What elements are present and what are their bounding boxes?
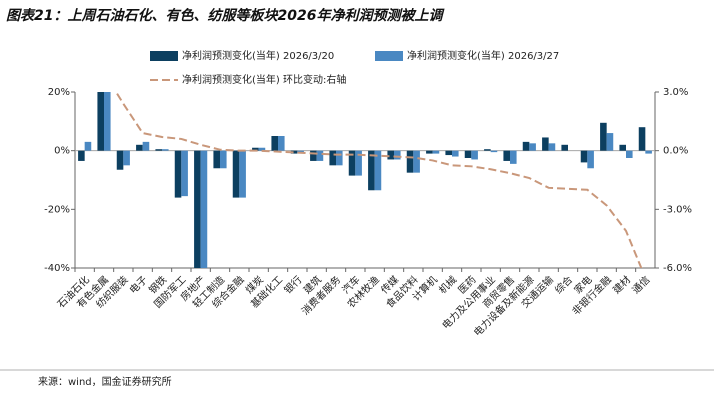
y-tick-label: -40% — [44, 263, 70, 274]
bar — [542, 137, 549, 151]
bar — [297, 150, 304, 153]
bar — [471, 150, 478, 160]
bar — [529, 143, 536, 151]
bar — [394, 150, 401, 160]
bar — [271, 136, 278, 151]
source: 来源：wind，国金证券研究所 — [38, 375, 172, 388]
x-tick-label: 银行 — [281, 273, 304, 296]
bar — [522, 141, 530, 151]
bar — [142, 141, 150, 151]
bar — [374, 150, 382, 191]
bar — [232, 150, 240, 198]
bar — [155, 149, 162, 151]
bar — [310, 150, 317, 161]
y2-tick-label: -6.0% — [663, 263, 692, 274]
legend-swatch — [150, 51, 178, 61]
bar — [406, 150, 414, 173]
bar — [252, 147, 259, 151]
bar — [638, 127, 646, 151]
bar — [84, 141, 92, 151]
bar — [645, 150, 652, 154]
bar — [336, 150, 343, 166]
bar — [413, 150, 420, 173]
bar — [258, 147, 266, 151]
bar — [239, 150, 246, 198]
bar — [387, 150, 394, 160]
bar — [432, 150, 440, 154]
bar — [104, 92, 111, 151]
bar — [316, 150, 324, 161]
bar — [348, 150, 356, 176]
legend-label: 净利润预测变化(当年) 环比变动:右轴 — [182, 73, 346, 86]
bar — [213, 150, 220, 169]
x-tick-label: 机械 — [436, 273, 459, 296]
bar — [174, 150, 182, 198]
bar — [580, 150, 588, 163]
y2-tick-label: 0.0% — [663, 146, 688, 157]
line-group — [114, 92, 643, 268]
x-tick-label: 建材 — [610, 273, 633, 296]
y-tick-label: 20% — [48, 87, 70, 98]
bar — [162, 149, 169, 151]
legend-label: 净利润预测变化(当年) 2026/3/27 — [407, 49, 559, 62]
bar — [181, 150, 188, 197]
bar — [510, 150, 517, 164]
y-tick-label: 0% — [54, 146, 70, 157]
bar — [561, 144, 568, 151]
bar — [355, 150, 362, 176]
bar — [587, 150, 594, 169]
line — [114, 92, 643, 268]
bar — [452, 150, 459, 157]
bar — [606, 133, 614, 151]
bar — [136, 144, 143, 151]
bar — [368, 150, 375, 191]
bar — [290, 150, 298, 154]
bar — [619, 144, 626, 151]
legend-swatch — [375, 51, 403, 61]
bar — [464, 150, 472, 158]
chart-title: 图表21：上周石油石化、有色、纺服等板块2026年净利润预测被上调 — [6, 7, 445, 24]
bar — [200, 150, 208, 268]
bar — [484, 149, 491, 151]
bar — [626, 150, 633, 158]
x-tick-label: 电子 — [127, 273, 150, 296]
bar — [278, 136, 285, 151]
bar — [445, 150, 452, 156]
bar — [220, 150, 227, 169]
bar — [426, 150, 433, 154]
x-tick-label: 综合 — [552, 273, 575, 296]
bar — [123, 150, 130, 166]
bar — [116, 150, 124, 170]
y2-tick-label: 3.0% — [663, 87, 688, 98]
bar — [194, 150, 201, 268]
bar — [490, 150, 498, 153]
y2-tick-label: -3.0% — [663, 204, 692, 215]
bar — [329, 150, 336, 166]
y-tick-label: -20% — [44, 204, 70, 215]
bar — [97, 92, 104, 151]
bar — [548, 143, 556, 151]
legend-label: 净利润预测变化(当年) 2026/3/20 — [182, 49, 334, 62]
bar — [503, 150, 510, 161]
bar — [600, 122, 607, 151]
bar — [78, 150, 85, 161]
x-tick-label: 通信 — [630, 274, 653, 297]
